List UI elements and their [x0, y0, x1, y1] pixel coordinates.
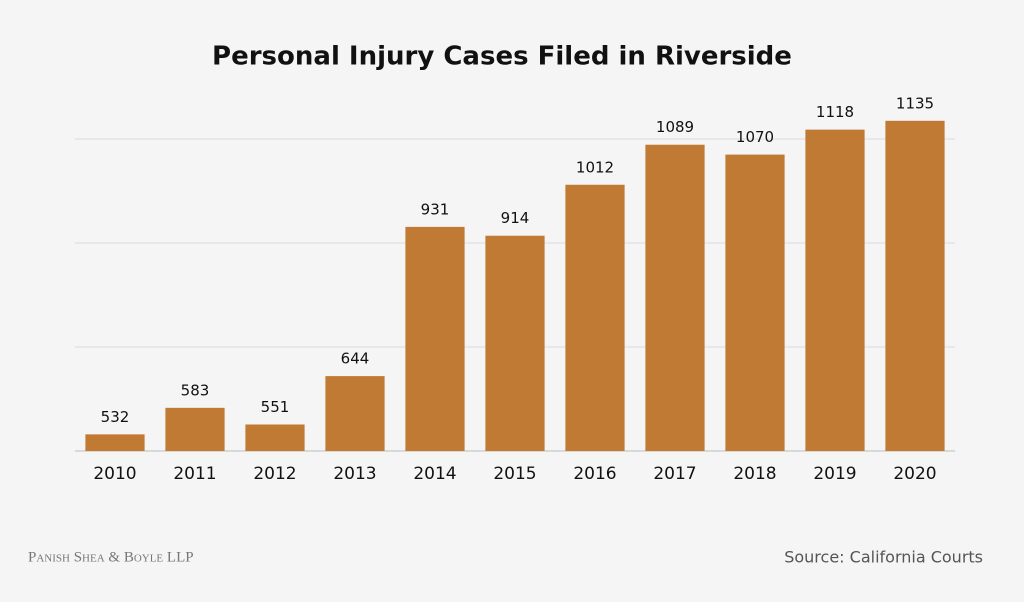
bar — [405, 226, 465, 451]
bar — [645, 144, 705, 451]
x-tick-label: 2010 — [93, 464, 136, 484]
x-tick-label: 2017 — [653, 464, 696, 484]
value-label: 914 — [501, 209, 530, 227]
chart-title: Personal Injury Cases Filed in Riverside — [212, 42, 792, 72]
x-tick-label: 2011 — [173, 464, 216, 484]
x-tick-label: 2013 — [333, 464, 376, 484]
value-label: 644 — [341, 350, 370, 368]
value-label: 1089 — [656, 118, 694, 136]
bar — [565, 184, 625, 451]
value-label: 532 — [101, 408, 130, 426]
x-tick-label: 2016 — [573, 464, 616, 484]
bar — [245, 424, 305, 451]
x-tick-label: 2018 — [733, 464, 776, 484]
bar — [165, 407, 225, 451]
bar — [885, 120, 945, 452]
brand: Panish Shea & Boyle LLP — [28, 549, 194, 565]
x-tick-label: 2015 — [493, 464, 536, 484]
value-label: 1118 — [816, 103, 854, 121]
source: Source: California Courts — [784, 548, 983, 567]
bar — [725, 154, 785, 451]
value-label: 583 — [181, 381, 210, 399]
value-label: 1135 — [896, 94, 934, 112]
x-tick-label: 2012 — [253, 464, 296, 484]
value-label: 931 — [421, 200, 450, 218]
bar — [485, 235, 545, 451]
x-tick-label: 2014 — [413, 464, 456, 484]
value-label: 551 — [261, 398, 290, 416]
x-tick-label: 2020 — [893, 464, 936, 484]
value-label: 1070 — [736, 128, 774, 146]
x-tick-label: 2019 — [813, 464, 856, 484]
bar — [85, 434, 145, 451]
value-label: 1012 — [576, 158, 614, 176]
bar — [325, 376, 385, 451]
bar — [805, 129, 865, 451]
